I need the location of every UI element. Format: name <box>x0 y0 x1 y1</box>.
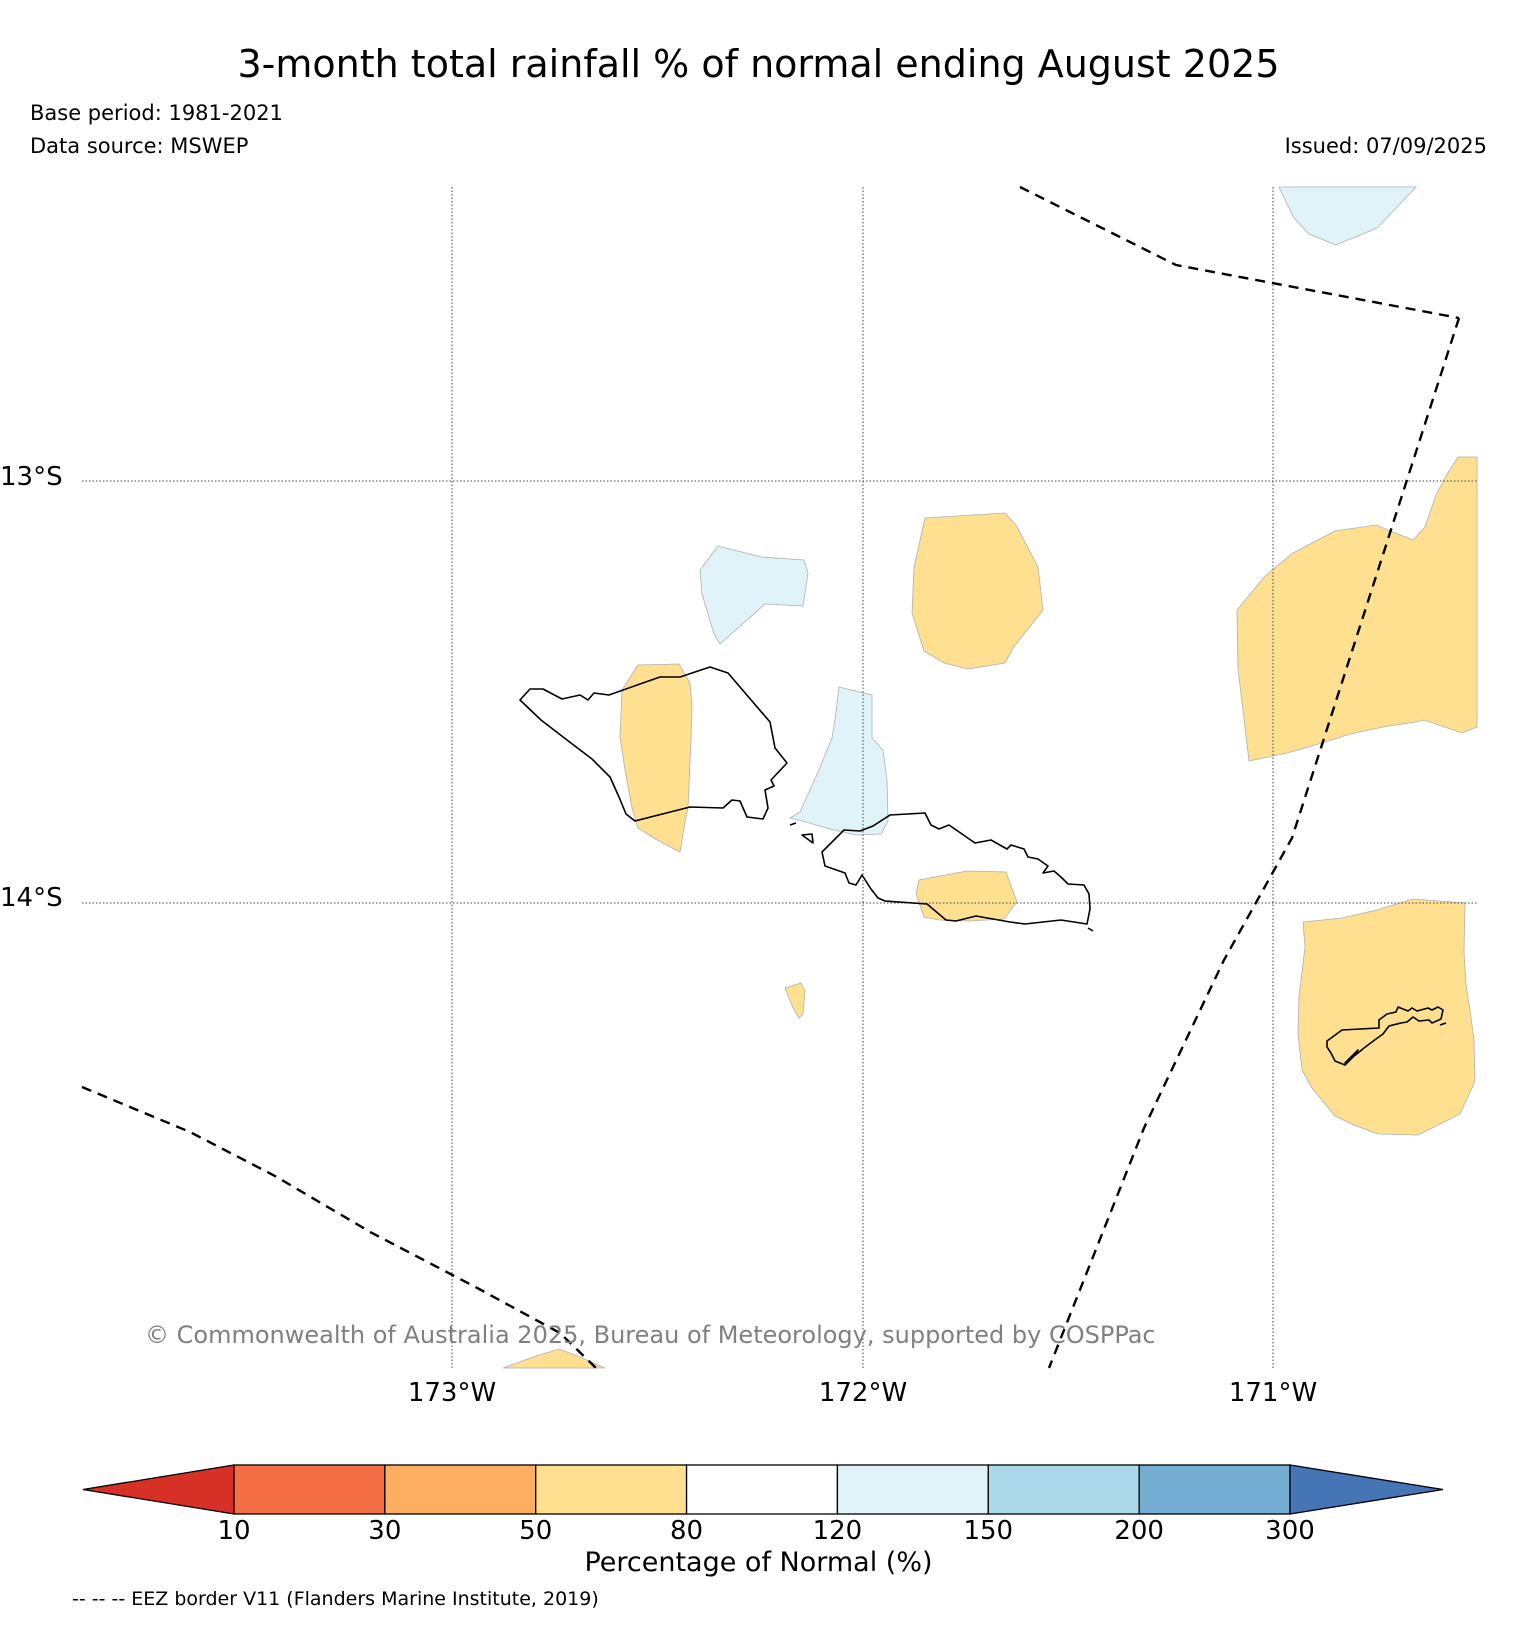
base-period: Base period: 1981-2021 <box>30 101 283 125</box>
colorbar-segments <box>82 1464 1444 1515</box>
coastline-savaii-west-tip <box>789 822 797 826</box>
data-source: Data source: MSWEP <box>30 134 249 158</box>
map-title: 3-month total rainfall % of normal endin… <box>237 42 1280 86</box>
eez-border-southwest <box>81 1085 597 1369</box>
colorbar-segment-50-80 <box>535 1464 688 1515</box>
region-above-normal-top-right <box>1278 186 1417 246</box>
region-below-normal-north <box>911 512 1044 670</box>
lat-label-14s: 14°S <box>0 883 63 913</box>
region-below-normal-savaii <box>619 663 693 853</box>
region-above-normal-upai <box>699 545 809 645</box>
colorbar-segment-10-30 <box>233 1464 386 1515</box>
region-below-normal-small-islet <box>784 982 806 1019</box>
lon-label-172w: 172°W <box>818 1378 908 1408</box>
eez-borders <box>81 185 1461 1369</box>
colorbar-tick-200: 200 <box>1114 1516 1164 1546</box>
eez-border-north <box>1019 185 1460 320</box>
colorbar-segment-200-300 <box>1138 1464 1291 1515</box>
region-below-normal-tutuila <box>1297 898 1476 1136</box>
coastline-tutuila <box>1326 1006 1444 1066</box>
colorbar-segment-80-120 <box>685 1464 839 1515</box>
colorbar-tick-50: 50 <box>519 1516 553 1546</box>
colorbar-extend-high <box>1289 1464 1444 1515</box>
eez-legend-note: -- -- -- EEZ border V11 (Flanders Marine… <box>72 1588 599 1610</box>
colorbar-label: Percentage of Normal (%) <box>584 1547 933 1578</box>
issued-date: Issued: 07/09/2025 <box>1284 134 1487 158</box>
lat-label-13s: 13°S <box>0 462 63 492</box>
colorbar-extend-low <box>82 1464 235 1515</box>
lon-label-173w: 173°W <box>407 1378 497 1408</box>
colorbar-tick-120: 120 <box>812 1516 863 1546</box>
anomaly-regions <box>502 186 1478 1369</box>
colorbar-segment-30-50 <box>384 1464 537 1515</box>
colorbar-tick-10: 10 <box>217 1516 251 1546</box>
colorbar-tick-30: 30 <box>368 1516 402 1546</box>
lon-label-171w: 171°W <box>1228 1378 1318 1408</box>
copyright-notice: © Commonwealth of Australia 2025, Bureau… <box>145 1321 1156 1349</box>
coastline-aunuu <box>1439 1022 1447 1026</box>
graticule <box>82 187 1477 1368</box>
colorbar-tick-80: 80 <box>670 1516 704 1546</box>
region-below-normal-upolu-south <box>915 870 1018 922</box>
region-below-normal-east <box>1236 456 1478 762</box>
colorbar-segment-120-150 <box>836 1464 989 1515</box>
coastline-manono <box>801 833 814 844</box>
coastline-savaii <box>519 666 788 822</box>
coastline-upolu-east-tip <box>1087 927 1094 932</box>
colorbar-segment-150-200 <box>987 1464 1140 1515</box>
coastline-upolu <box>821 812 1091 925</box>
colorbar-tick-300: 300 <box>1265 1516 1315 1546</box>
eez-border-east <box>1047 317 1461 1369</box>
coastlines <box>519 666 1447 1066</box>
region-below-normal-south <box>502 1348 606 1369</box>
colorbar-tick-150: 150 <box>963 1516 1014 1546</box>
